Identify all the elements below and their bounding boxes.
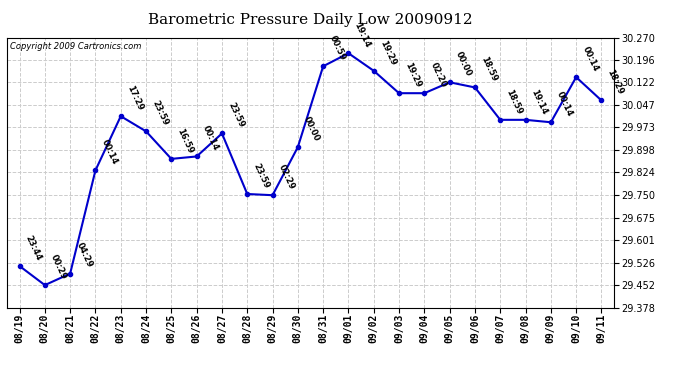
Text: 00:14: 00:14 xyxy=(580,45,600,73)
Text: 23:44: 23:44 xyxy=(23,234,43,262)
Text: 00:14: 00:14 xyxy=(99,138,119,166)
Text: Barometric Pressure Daily Low 20090912: Barometric Pressure Daily Low 20090912 xyxy=(148,13,473,27)
Text: 23:59: 23:59 xyxy=(251,162,271,190)
Text: 00:00: 00:00 xyxy=(302,115,322,143)
Text: 04:29: 04:29 xyxy=(75,242,94,269)
Text: 18:29: 18:29 xyxy=(606,68,625,96)
Text: 00:59: 00:59 xyxy=(327,34,346,62)
Text: 16:59: 16:59 xyxy=(175,127,195,155)
Text: 00:14: 00:14 xyxy=(555,90,575,118)
Text: 02:29: 02:29 xyxy=(277,163,296,191)
Text: 02:20: 02:20 xyxy=(428,61,448,89)
Text: 00:29: 00:29 xyxy=(49,253,68,281)
Text: 18:59: 18:59 xyxy=(479,56,499,83)
Text: 00:14: 00:14 xyxy=(201,124,220,152)
Text: 19:29: 19:29 xyxy=(378,39,397,67)
Text: Copyright 2009 Cartronics.com: Copyright 2009 Cartronics.com xyxy=(10,42,141,51)
Text: 19:29: 19:29 xyxy=(403,61,423,89)
Text: 17:29: 17:29 xyxy=(125,84,144,112)
Text: 23:59: 23:59 xyxy=(150,99,170,127)
Text: 18:59: 18:59 xyxy=(504,88,524,116)
Text: 00:00: 00:00 xyxy=(454,50,473,78)
Text: 23:59: 23:59 xyxy=(226,101,246,129)
Text: 19:14: 19:14 xyxy=(353,21,372,49)
Text: 19:14: 19:14 xyxy=(530,88,549,116)
